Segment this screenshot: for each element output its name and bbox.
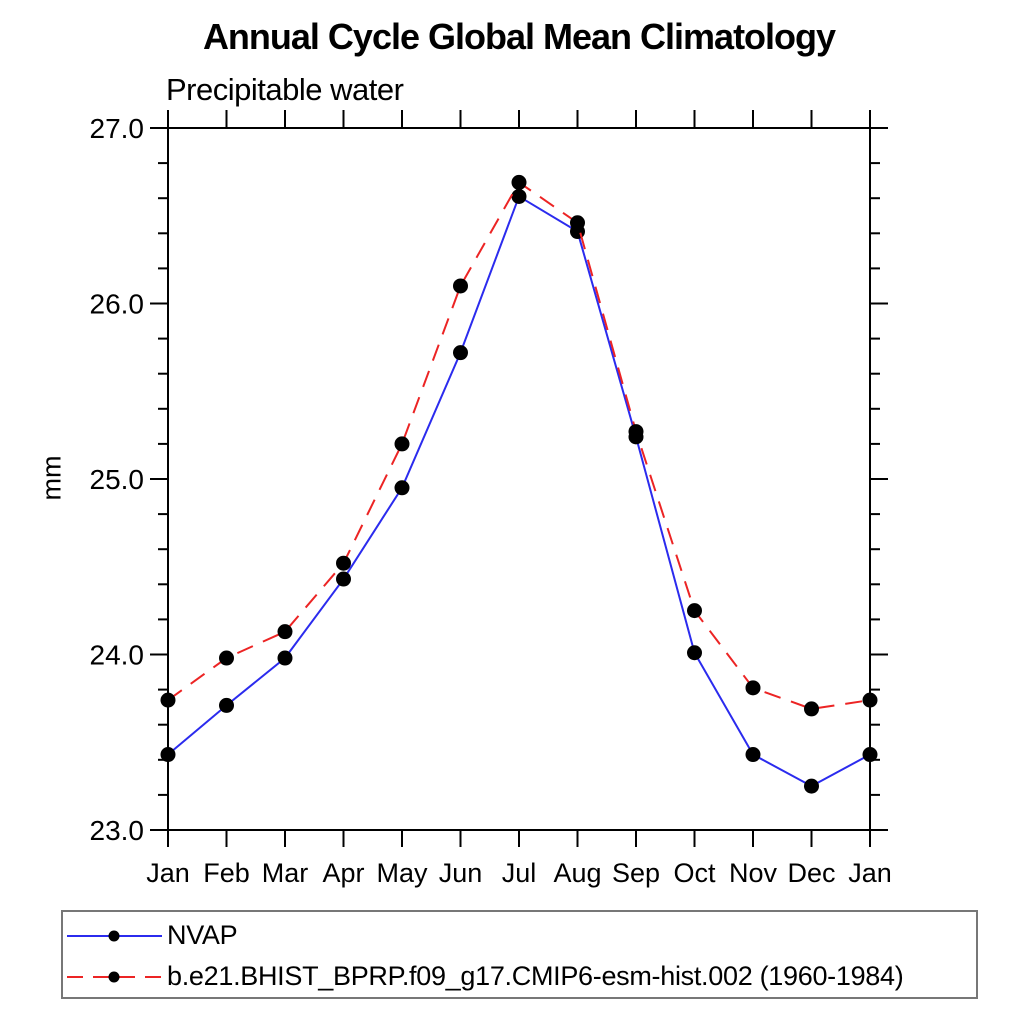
x-tick-label: Apr [322, 858, 364, 888]
data-point [804, 701, 819, 717]
legend-label-nvap: NVAP [167, 920, 238, 950]
legend: NVAP b.e21.BHIST_BPRP.f09_g17.CMIP6-esm-… [61, 910, 978, 999]
y-tick-label: 27.0 [90, 113, 145, 144]
x-tick-label: Jan [146, 858, 190, 888]
chart-subtitle: Precipitable water [166, 72, 404, 107]
data-point [511, 174, 527, 190]
data-point [804, 778, 819, 794]
x-tick-label: Feb [203, 858, 250, 888]
data-point [628, 424, 644, 440]
data-point [394, 480, 410, 496]
series-line-0 [167, 194, 871, 788]
x-tick-label: Dec [787, 858, 835, 888]
data-point [336, 571, 351, 587]
legend-line-sample-nvap [67, 930, 162, 941]
data-point [453, 345, 468, 361]
data-point [277, 650, 293, 666]
data-point [219, 650, 234, 666]
series-line-1 [167, 180, 871, 710]
data-point [745, 680, 761, 696]
x-tick-label: Aug [553, 858, 601, 888]
data-point [687, 603, 702, 619]
data-point [219, 697, 234, 713]
x-tick-label: Nov [729, 858, 778, 888]
y-tick-label: 26.0 [90, 289, 145, 320]
legend-item-model: b.e21.BHIST_BPRP.f09_g17.CMIP6-esm-hist.… [63, 956, 976, 997]
data-point [745, 747, 761, 763]
x-tick-label: Mar [262, 858, 309, 888]
data-point [511, 188, 527, 204]
data-point [160, 692, 176, 708]
data-point [453, 278, 468, 294]
plot-frame [167, 127, 871, 831]
data-point [394, 436, 410, 452]
chart-title: Annual Cycle Global Mean Climatology [202, 16, 836, 57]
x-tick-label: Sep [612, 858, 660, 888]
data-point [336, 555, 351, 571]
y-tick-label: 24.0 [90, 640, 145, 671]
y-tick-label: 25.0 [90, 464, 145, 495]
data-point [570, 215, 585, 231]
chart-canvas: Jan Feb Mar Apr May Jun Jul Aug Sep Oct Nov Dec Jan2… [90, 110, 892, 888]
data-point [160, 747, 176, 763]
legend-item-nvap: NVAP [63, 915, 976, 956]
y-tick-label: 23.0 [90, 815, 145, 846]
x-tick-label: Oct [673, 858, 716, 888]
data-point [687, 645, 702, 661]
x-tick-label: Jan [848, 858, 892, 888]
x-tick-label: May [376, 858, 428, 888]
x-tick-label: Jul [502, 858, 537, 888]
data-point [862, 692, 878, 708]
legend-label-model: b.e21.BHIST_BPRP.f09_g17.CMIP6-esm-hist.… [167, 961, 904, 991]
legend-line-sample-model [67, 971, 162, 982]
data-point [277, 624, 293, 640]
data-point [862, 747, 878, 763]
x-tick-label: Jun [439, 858, 483, 888]
